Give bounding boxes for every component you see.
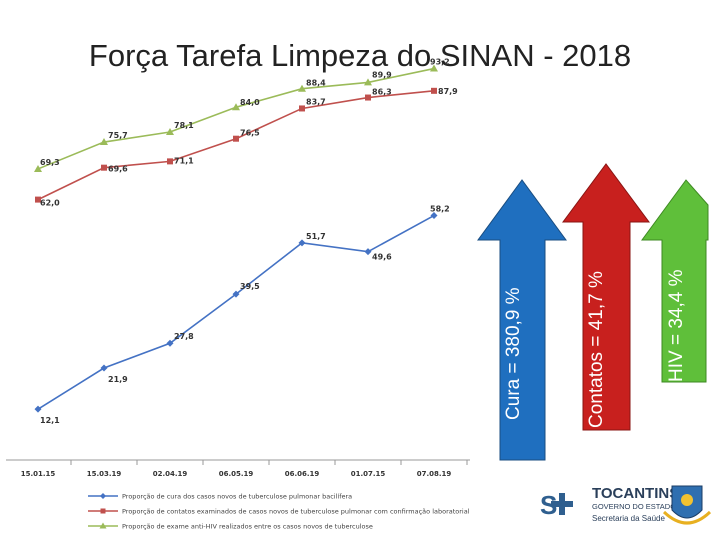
data-label: 84,0 — [240, 98, 260, 107]
data-point — [430, 64, 438, 72]
data-point — [233, 135, 239, 142]
x-tick-label: 01.07.15 — [351, 470, 386, 478]
x-tick-label: 02.04.19 — [153, 470, 188, 478]
data-label: 69,6 — [108, 165, 128, 174]
data-label: 27,8 — [174, 332, 194, 341]
data-point — [431, 87, 437, 94]
data-label: 78,1 — [174, 121, 194, 130]
x-tick-label: 06.06.19 — [285, 470, 320, 478]
x-tick-label: 07.08.19 — [417, 470, 452, 478]
legend-marker — [99, 522, 107, 529]
data-point — [365, 94, 371, 101]
data-label: 71,1 — [174, 156, 194, 165]
data-point — [166, 339, 174, 347]
data-point — [101, 164, 107, 171]
legend-label: Proporção de contatos examinados de caso… — [122, 508, 470, 516]
legend-marker — [100, 493, 106, 499]
data-label: 88,4 — [306, 79, 326, 88]
sus-mark: S — [540, 490, 557, 520]
data-point — [298, 84, 306, 92]
legend-label: Proporção de cura dos casos novos de tub… — [122, 493, 352, 501]
legend: Proporção de cura dos casos novos de tub… — [88, 493, 470, 531]
data-label: 12,1 — [40, 416, 60, 425]
page-title: Força Tarefa Limpeza do SINAN - 2018 — [88, 38, 632, 73]
brand-name: TOCANTINS — [592, 485, 679, 502]
series-markers — [34, 64, 438, 413]
data-label: 21,9 — [108, 375, 128, 384]
data-labels: 12,1 21,9 27,8 39,5 51,7 49,6 58,2 62,0 69,6 71,1… — [40, 58, 458, 426]
legend-marker — [100, 508, 106, 514]
data-point — [232, 290, 240, 298]
data-point — [298, 239, 306, 247]
brand-sub2: Secretaria da Saúde — [592, 514, 665, 523]
data-label: 86,3 — [372, 88, 392, 97]
data-point — [100, 364, 108, 372]
data-label: 75,7 — [108, 131, 128, 140]
data-point — [167, 158, 173, 165]
cura-arrow: Cura = 380,9 % — [477, 179, 567, 461]
data-label: 62,0 — [40, 199, 60, 208]
x-tick-label: 15.01.15 — [21, 470, 56, 478]
chart-area — [4, 122, 486, 540]
data-point — [166, 127, 174, 135]
data-label: 83,7 — [306, 97, 326, 106]
data-label: 76,5 — [240, 129, 260, 138]
data-label: 58,2 — [430, 205, 450, 214]
state-crest-icon — [662, 485, 712, 525]
data-point — [34, 405, 42, 413]
data-label: 93,2 — [430, 58, 450, 67]
data-label: 69,3 — [40, 158, 60, 167]
data-point — [364, 78, 372, 86]
tocantins-logo: TOCANTINS GOVERNO DO ESTADO Secretaria d… — [592, 485, 712, 525]
data-point — [232, 103, 240, 111]
data-point — [430, 212, 438, 220]
legend-label: Proporção de exame anti-HIV realizados e… — [122, 523, 373, 531]
cura-arrow-label: Cura = 380,9 % — [503, 287, 524, 420]
x-tick-label: 15.03.19 — [87, 470, 122, 478]
contatos-arrow: Contatos = 41,7 % — [562, 163, 650, 431]
data-label: 49,6 — [372, 253, 392, 262]
data-point — [100, 138, 108, 146]
brand-sub1: GOVERNO DO ESTADO — [592, 502, 676, 511]
health-logo: S — [540, 490, 573, 520]
x-axis-ticks: 15.01.15 15.03.19 02.04.19 06.05.19 06.06.19… — [21, 460, 468, 478]
x-tick-label: 06.05.19 — [219, 470, 254, 478]
data-label: 89,9 — [372, 70, 392, 79]
data-point — [35, 196, 41, 203]
data-point — [364, 248, 372, 256]
hiv-arrow-label: HIV = 34,4 % — [666, 269, 687, 382]
data-point — [299, 105, 305, 112]
hiv-arrow: HIV = 34,4 % — [641, 179, 709, 383]
data-label: 51,7 — [306, 232, 326, 241]
contatos-arrow-label: Contatos = 41,7 % — [586, 271, 607, 428]
data-label: 39,5 — [240, 282, 260, 291]
data-label: 87,9 — [438, 87, 458, 96]
data-point — [34, 164, 42, 172]
